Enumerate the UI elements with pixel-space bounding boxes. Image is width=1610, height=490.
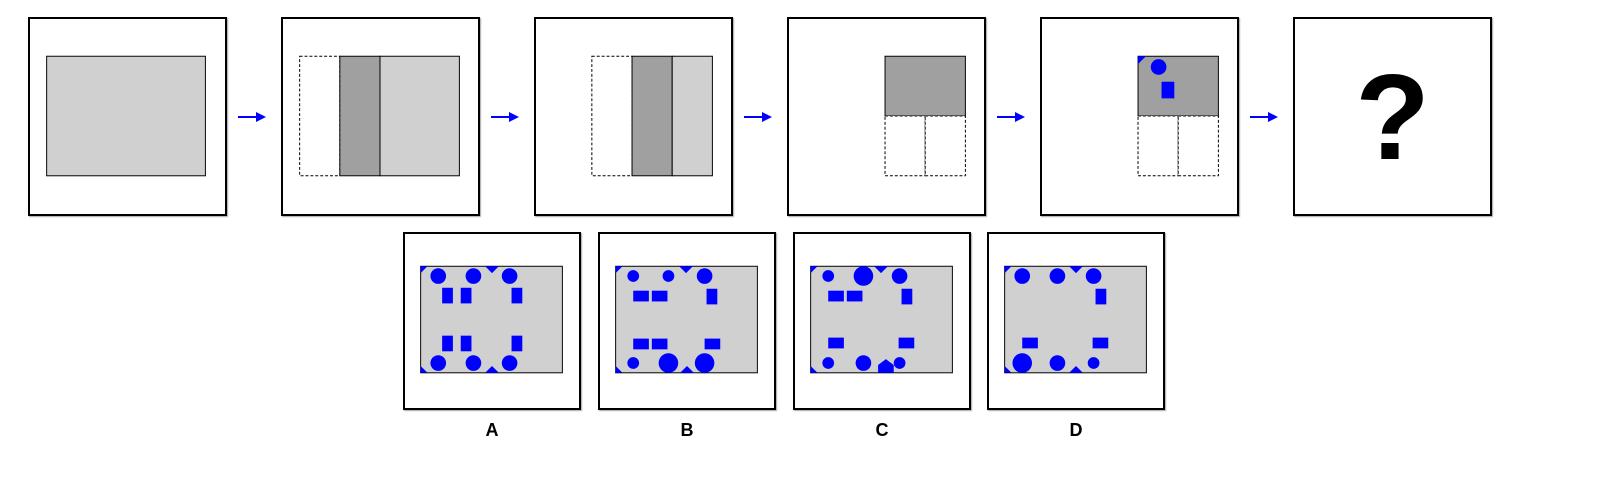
option-a-label: A xyxy=(485,420,499,440)
sequence-panel-5 xyxy=(1040,17,1239,216)
option-d-label: D xyxy=(1069,420,1083,440)
option-a-figure xyxy=(420,265,563,374)
second-fold-figure xyxy=(591,55,713,177)
option-c-panel[interactable] xyxy=(793,232,971,410)
corner-hole-icon xyxy=(1138,56,1146,65)
sequence-panel-1 xyxy=(28,17,227,216)
right-arrow-icon xyxy=(997,112,1025,122)
option-c-label: C xyxy=(875,420,889,440)
sequence-panel-6: ? xyxy=(1293,17,1492,216)
right-arrow-icon xyxy=(238,112,266,122)
right-arrow-icon xyxy=(1250,112,1278,122)
question-mark: ? xyxy=(1355,48,1430,185)
option-b-panel[interactable] xyxy=(598,232,776,410)
right-arrow-icon xyxy=(491,112,519,122)
third-fold-figure xyxy=(884,55,966,177)
option-b-label: B xyxy=(680,420,694,440)
sequence-panel-4 xyxy=(787,17,986,216)
right-arrow-icon xyxy=(744,112,772,122)
option-d-panel[interactable] xyxy=(987,232,1165,410)
sequence-panel-2 xyxy=(281,17,480,216)
option-a-panel[interactable] xyxy=(403,232,581,410)
sequence-panel-3 xyxy=(534,17,733,216)
rectangle-hole-icon xyxy=(1161,81,1175,99)
circle-hole-icon xyxy=(1150,59,1167,75)
option-c-figure xyxy=(810,265,953,374)
punched-figure xyxy=(1137,55,1219,177)
full-sheet-figure xyxy=(46,55,206,177)
option-d-figure xyxy=(1004,265,1147,374)
first-fold-figure xyxy=(299,55,460,177)
option-b-figure xyxy=(615,265,758,374)
